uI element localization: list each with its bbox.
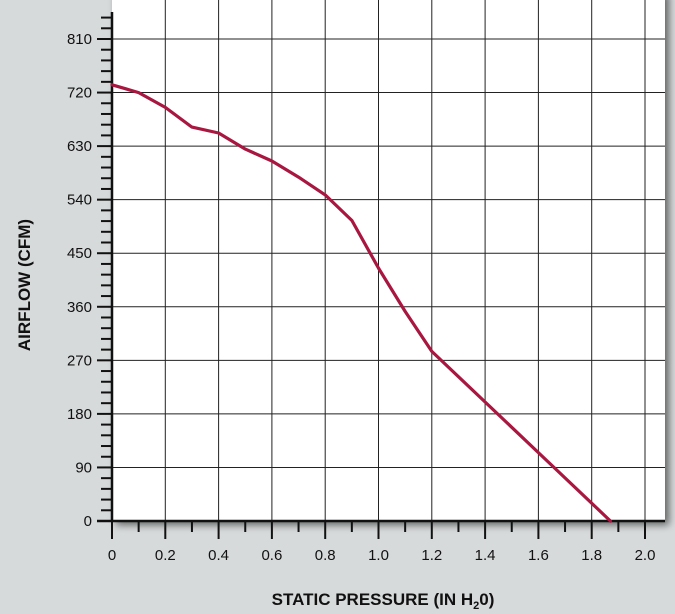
y-tick-label: 90 (75, 459, 92, 476)
y-tick-label: 0 (84, 513, 92, 530)
x-tick-label: 0.2 (155, 547, 176, 564)
y-tick-label: 360 (67, 299, 92, 316)
x-axis-title-part: STATIC PRESSURE (IN H (272, 590, 474, 609)
y-tick-label: 810 (67, 31, 92, 48)
y-tick-label: 630 (67, 138, 92, 155)
x-axis-title-part: 0) (479, 590, 494, 609)
y-tick-label: 450 (67, 245, 92, 262)
x-tick-label: 1.4 (475, 547, 496, 564)
y-tick-label: 540 (67, 192, 92, 209)
y-axis-title: AIRFLOW (CFM) (15, 219, 34, 351)
y-tick-label: 270 (67, 352, 92, 369)
x-tick-label: 1.0 (368, 547, 389, 564)
series-layer (110, 83, 613, 523)
x-axis-title-part: 2 (473, 600, 479, 612)
y-tick-label: 180 (67, 406, 92, 423)
y-tick-label: 720 (67, 85, 92, 102)
x-tick-label: 0.6 (261, 547, 282, 564)
grid (112, 0, 665, 521)
tick-labels: 0 90 180 270 360 450 540 630 720 810 0 0.2 0.4 0.6 0.8… (67, 31, 655, 564)
x-tick-label: 1.2 (421, 547, 442, 564)
x-tick-label: 0.8 (315, 547, 336, 564)
plot-panel (112, 0, 665, 521)
x-tick-label: 0 (108, 547, 116, 564)
x-tick-label: 2.0 (635, 547, 656, 564)
ticks (97, 16, 646, 539)
x-tick-label: 1.6 (528, 547, 549, 564)
x-tick-label: 0.4 (208, 547, 229, 564)
x-tick-label: 1.8 (581, 547, 602, 564)
airflow-curve (110, 83, 613, 523)
x-axis-title: STATIC PRESSURE (IN H20) (272, 590, 495, 612)
